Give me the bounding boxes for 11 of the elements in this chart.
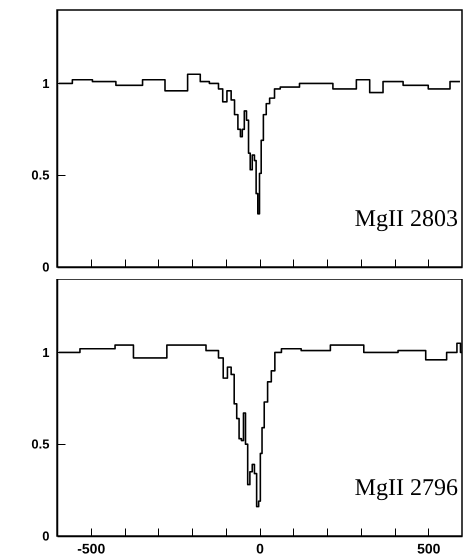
annotation: MgII 2803	[354, 206, 458, 232]
x-tick-label: 0	[256, 540, 264, 555]
y-tick-label: 1	[42, 344, 50, 360]
y-tick-label: 0	[42, 260, 50, 274]
x-tick-label: -500	[77, 540, 106, 555]
y-tick-label: 1	[42, 76, 50, 91]
y-tick-label: 0	[42, 528, 50, 544]
x-tick-label: 500	[417, 540, 441, 555]
annotation: MgII 2796	[354, 475, 458, 501]
y-tick-label: 0.5	[31, 436, 50, 452]
y-tick-label: 0.5	[31, 168, 50, 183]
